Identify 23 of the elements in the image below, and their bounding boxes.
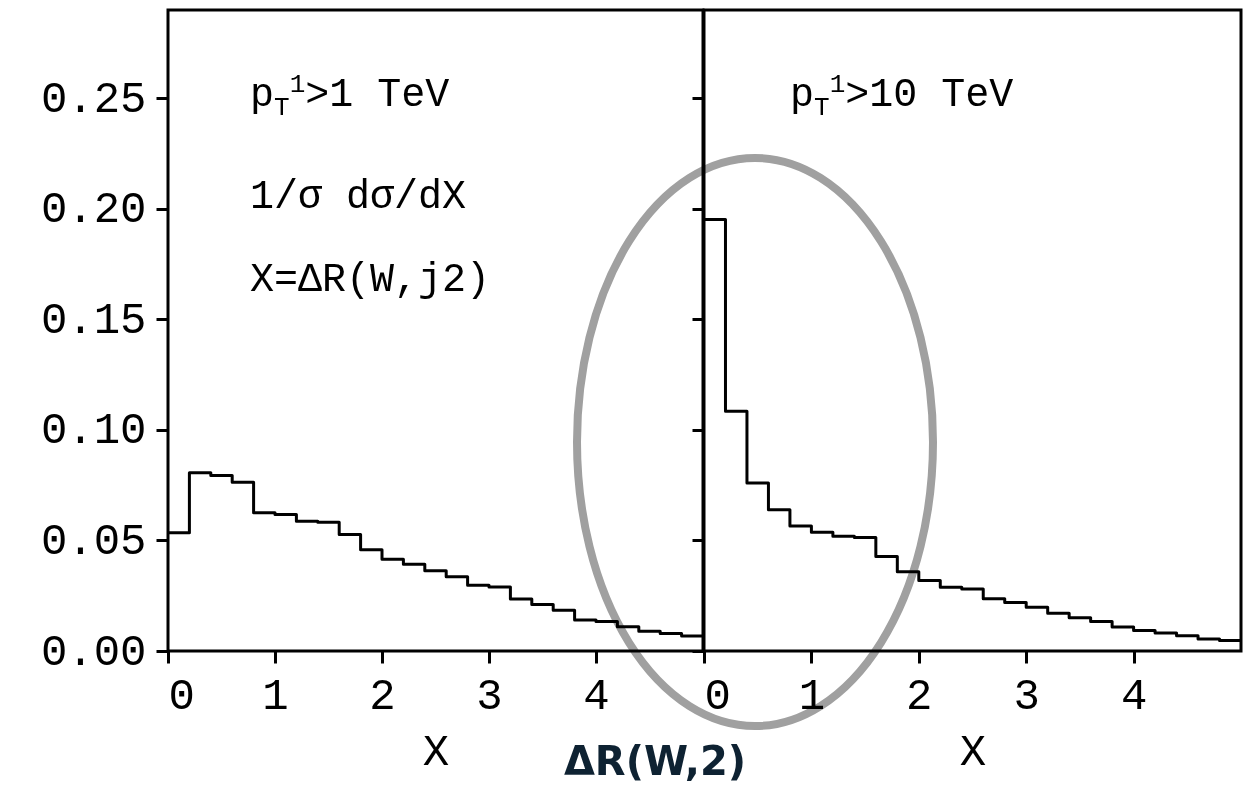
x-tick-label: 0 (168, 671, 195, 722)
y-tick-label: 0.15 (40, 295, 147, 346)
y-tick-label: 0.05 (40, 516, 147, 567)
x-tick-label: 3 (476, 671, 503, 722)
x-axis-title: X (422, 727, 450, 778)
y-tick-label: 0.25 (40, 74, 147, 125)
y-tick-label: 0.10 (40, 406, 147, 457)
x-axis-title: X (959, 727, 987, 778)
x-tick-label: 3 (1013, 671, 1040, 722)
x-tick-label: 0 (704, 671, 731, 722)
x-tick-label: 2 (906, 671, 933, 722)
x-tick-label: 4 (1120, 671, 1148, 722)
text: p$_{T}$$^{1}$>10 TeV (790, 70, 1014, 124)
y-tick-label: 0.00 (40, 627, 147, 678)
annotation: X=ΔR(W,j2) (250, 258, 491, 303)
y-tick-label: 0.20 (40, 185, 147, 236)
x-tick-label: 1 (262, 671, 289, 722)
x-tick-label: 2 (369, 671, 396, 722)
annotation: 1/σ dσ/dX (250, 175, 467, 220)
x-tick-label: 1 (798, 671, 826, 722)
x-tick-label: 4 (583, 671, 610, 722)
text: p$_{T}$$^{1}$>1 TeV (250, 70, 450, 124)
text: ΔR(W,2) (563, 738, 747, 784)
